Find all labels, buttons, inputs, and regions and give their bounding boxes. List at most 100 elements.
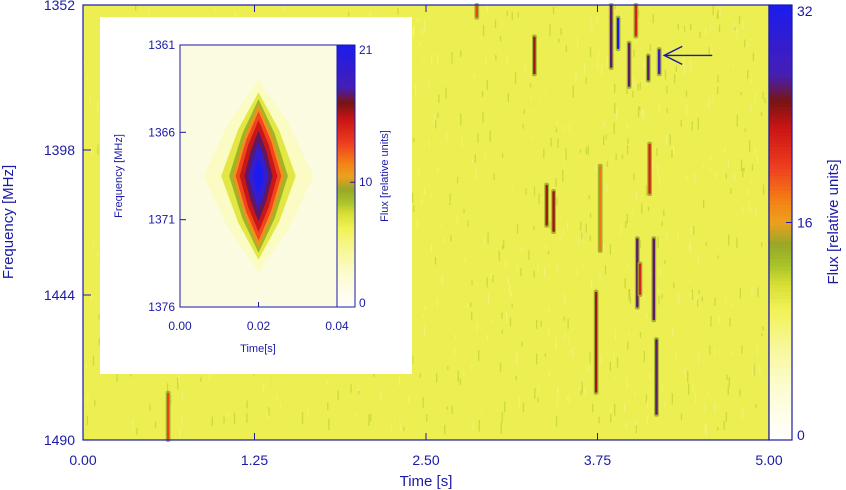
inset-colorbar-cell <box>337 293 355 297</box>
noise-streak <box>348 11 350 17</box>
noise-streak <box>457 370 459 383</box>
colorbar-cell <box>769 70 792 75</box>
colorbar-cell <box>769 240 792 245</box>
noise-streak <box>467 302 469 307</box>
noise-streak <box>589 213 592 219</box>
noise-streak <box>136 427 138 435</box>
colorbar-tick-label: 16 <box>797 215 813 231</box>
inset-colorbar-cell <box>337 173 355 177</box>
colorbar-cell <box>769 84 792 89</box>
noise-streak <box>449 193 451 202</box>
noise-streak <box>598 50 600 57</box>
noise-streak <box>83 61 86 65</box>
noise-streak <box>450 235 452 242</box>
noise-streak <box>503 239 505 248</box>
noise-streak <box>537 264 539 271</box>
noise-streak <box>710 155 712 160</box>
inset-colorbar-cell <box>337 265 355 269</box>
noise-streak <box>116 374 118 382</box>
noise-streak <box>565 45 567 52</box>
colorbar-cell <box>769 432 792 437</box>
inset-colorbar-cell <box>337 95 355 98</box>
noise-streak <box>417 17 419 23</box>
noise-streak <box>437 168 439 174</box>
noise-streak <box>661 293 663 299</box>
noise-streak <box>227 411 229 417</box>
inset-colorbar-cell <box>337 130 355 133</box>
noise-streak <box>705 426 707 437</box>
noise-streak <box>506 56 508 66</box>
inset-colorbar-cell <box>337 103 355 107</box>
noise-streak <box>509 283 511 296</box>
noise-streak <box>587 145 589 156</box>
noise-streak <box>736 237 738 248</box>
noise-streak <box>756 154 759 165</box>
noise-streak <box>471 280 473 285</box>
noise-streak <box>267 410 269 419</box>
noise-streak <box>688 242 691 250</box>
noise-streak <box>762 184 765 195</box>
inset-colorbar-cell <box>337 99 355 103</box>
noise-streak <box>605 134 607 140</box>
noise-streak <box>451 58 453 64</box>
noise-streak <box>533 186 536 197</box>
noise-streak <box>666 85 668 94</box>
noise-streak <box>582 262 585 268</box>
colorbar-cell <box>769 200 792 205</box>
colorbar-cell <box>769 81 792 86</box>
noise-streak <box>614 83 616 93</box>
noise-streak <box>644 60 646 70</box>
noise-streak <box>690 24 692 30</box>
noise-streak <box>740 159 743 171</box>
noise-streak <box>744 39 746 48</box>
noise-streak <box>549 221 551 229</box>
inset-colorbar-cell <box>337 256 355 260</box>
noise-streak <box>730 188 732 194</box>
noise-streak <box>748 201 751 213</box>
noise-streak <box>717 75 719 83</box>
noise-streak <box>407 374 409 378</box>
noise-streak <box>736 114 738 127</box>
noise-streak <box>423 325 426 336</box>
colorbar-cell <box>769 117 792 122</box>
colorbar-cell <box>769 153 792 158</box>
inset-colorbar-cell <box>337 228 355 232</box>
inset-colorbar-cell <box>337 300 355 304</box>
noise-streak <box>490 272 492 280</box>
noise-streak <box>613 122 615 135</box>
inset-colorbar-title: Flux [relative units] <box>379 130 391 222</box>
noise-streak <box>635 191 638 201</box>
inset-colorbar-cell <box>337 176 355 179</box>
colorbar-cell <box>769 110 792 115</box>
noise-streak <box>521 245 523 253</box>
noise-streak <box>565 148 567 161</box>
noise-streak <box>673 282 675 289</box>
noise-streak <box>357 385 359 392</box>
noise-streak <box>709 166 711 172</box>
y-tick-label: 1352 <box>44 0 75 13</box>
noise-streak <box>637 83 639 91</box>
noise-streak <box>87 392 89 404</box>
noise-streak <box>646 399 649 410</box>
colorbar-cell <box>769 356 792 361</box>
inset-colorbar-cell <box>337 278 355 282</box>
noise-streak <box>743 167 745 172</box>
burst-streak <box>652 238 655 321</box>
noise-streak <box>170 395 172 405</box>
burst-streak <box>545 184 548 226</box>
noise-streak <box>664 69 667 80</box>
inset-colorbar-cell <box>337 162 355 166</box>
noise-streak <box>426 414 428 422</box>
noise-streak <box>609 361 611 372</box>
noise-streak <box>562 169 564 182</box>
colorbar-cell <box>769 436 792 441</box>
noise-streak <box>556 197 558 205</box>
inset-colorbar-cell <box>337 206 355 210</box>
noise-streak <box>687 371 689 383</box>
noise-streak <box>632 90 634 98</box>
noise-streak <box>460 50 462 57</box>
noise-streak <box>756 346 759 356</box>
colorbar-cell <box>769 77 792 82</box>
noise-streak <box>581 378 584 384</box>
